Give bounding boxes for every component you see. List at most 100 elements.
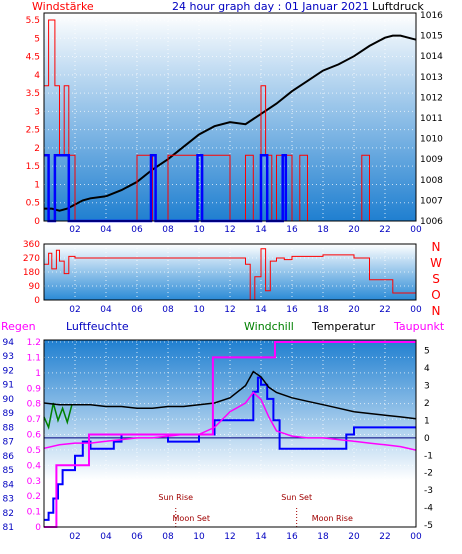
temperature-axis-tick: 5 [424,347,430,357]
direction-axis-tick: 270 [23,254,40,264]
x-tick-label: 22 [379,532,390,542]
humidity-axis-tick: 91 [3,381,14,391]
compass-label-s: S [432,272,440,286]
x-tick-label: 12 [224,532,235,542]
temperature-axis-tick: -3 [424,486,433,496]
panel3-border [43,339,417,528]
series-line [44,341,416,528]
rain-axis-tick: 0.7 [27,415,41,425]
x-tick-label: 16 [286,305,298,315]
wind-axis-tick: 5.5 [26,16,40,26]
temperature-axis-tick: 4 [424,364,430,374]
series-line [43,391,417,451]
rain-axis-tick: 1.2 [27,338,41,348]
x-tick-label: 04 [100,225,112,235]
temperature-axis-tick: -5 [424,521,433,531]
x-tick-label: 06 [131,532,143,542]
humidity-axis-tick: 87 [3,438,14,448]
humidity-axis-tick: 86 [3,452,15,462]
pressure-axis-tick: 1013 [420,73,443,83]
x-tick-label: 10 [193,225,205,235]
direction-axis-tick: 180 [23,268,40,278]
pressure-axis-tick: 1008 [420,176,443,186]
humidity-axis-tick: 89 [3,409,15,419]
legend-taupunkt: Taupunkt [393,320,445,333]
x-tick-label: 00 [410,225,422,235]
x-tick-label: 16 [286,225,298,235]
x-tick-label: 20 [348,532,360,542]
direction-axis-tick: 90 [29,282,41,292]
humidity-axis-tick: 93 [3,352,14,362]
rain-axis-tick: 1 [35,369,41,379]
sun-annotation-label: Sun Set [281,493,312,502]
series-line [43,370,417,420]
pressure-axis-tick: 1014 [420,52,443,62]
x-tick-label: 02 [69,532,80,542]
pressure-axis-tick: 1011 [420,114,443,124]
x-tick-label: 18 [317,305,329,315]
wind-axis-tick: 0.5 [26,199,40,209]
x-tick-label: 16 [286,532,298,542]
wind-axis-tick: 2.5 [26,126,40,136]
wind-axis-tick: 4 [34,71,40,81]
x-tick-label: 06 [131,305,143,315]
wind-axis-tick: 5 [34,34,40,44]
x-tick-label: 02 [69,305,80,315]
wind-axis-tick: 1 [34,180,40,190]
x-tick-label: 14 [255,305,267,315]
x-tick-label: 20 [348,225,360,235]
humidity-axis-tick: 82 [3,509,14,519]
pressure-axis-tick: 1012 [420,93,443,103]
wind-axis-tick: 3 [34,107,40,117]
x-tick-label: 22 [379,225,390,235]
temperature-axis-tick: 3 [424,382,430,392]
series-line [43,402,75,430]
rain-axis-tick: 0.6 [27,431,42,441]
x-tick-label: 18 [317,225,329,235]
sun-annotation-label: Sun Rise [158,493,193,502]
wind-axis-title: Windstärke [32,0,94,13]
x-tick-label: 10 [193,532,205,542]
humidity-axis-tick: 88 [3,423,15,433]
humidity-axis-tick: 85 [3,466,14,476]
rain-axis-tick: 0.3 [27,477,41,487]
compass-label-bottom: N [432,304,441,318]
compass-labels: N W S O N [430,240,442,318]
wind-axis-tick: 3.5 [26,89,40,99]
x-tick-label: 00 [410,532,422,542]
x-tick-label: 22 [379,305,390,315]
pressure-axis-tick: 1007 [420,196,443,206]
pressure-axis-tick: 1006 [420,217,443,227]
humidity-axis-tick: 92 [3,366,14,376]
compass-label-top: N [432,240,441,254]
temperature-axis-tick: 2 [424,399,430,409]
rain-axis-tick: 0.1 [27,508,41,518]
temperature-axis-tick: -4 [424,504,433,514]
humidity-axis-tick: 90 [3,395,15,405]
temperature-axis-tick: -1 [424,451,433,461]
x-tick-label: 08 [162,305,174,315]
wind-axis-tick: 4.5 [26,53,40,63]
x-tick-label: 18 [317,532,329,542]
legend-windchill: Windchill [244,320,294,333]
x-tick-label: 12 [224,225,235,235]
legend-luftfeuchte: Luftfeuchte [66,320,129,333]
rain-axis-tick: 0.2 [27,492,41,502]
rain-axis-tick: 1.1 [27,353,41,363]
x-tick-label: 14 [255,532,267,542]
moon-annotation-label: Moon Rise [312,514,353,523]
humidity-axis-tick: 81 [3,523,14,533]
panel2-border [43,243,417,301]
wind-axis-tick: 2 [34,144,40,154]
x-tick-label: 14 [255,225,267,235]
x-tick-label: 00 [410,305,422,315]
x-tick-label: 02 [69,225,80,235]
series-line [44,376,416,521]
rain-axis-tick: 0 [35,523,41,533]
x-tick-label: 04 [100,532,112,542]
rain-axis-tick: 0.5 [27,446,41,456]
panel3-series: Sun Rise Sun Set Moon Set Moon Rise [43,341,417,528]
x-tick-label: 06 [131,225,143,235]
humidity-axis-tick: 84 [3,480,15,490]
